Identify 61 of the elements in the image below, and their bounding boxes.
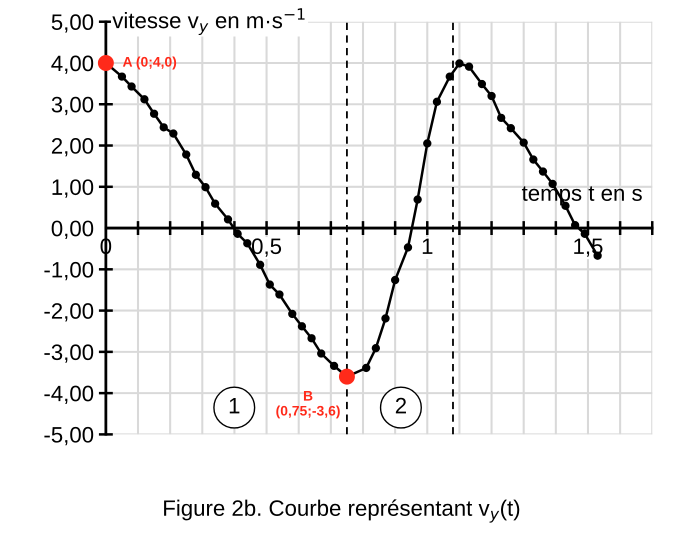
- y-tick-label: -1,00: [44, 262, 94, 280]
- point: [140, 95, 149, 104]
- point: [423, 139, 432, 148]
- point: [288, 310, 296, 318]
- y-tick-label: -3,00: [44, 344, 94, 363]
- y-tick-label: 1,00: [52, 179, 94, 198]
- x-tick-label: 0,5: [252, 238, 282, 257]
- y-tick-label: -4,00: [44, 386, 94, 404]
- x-tick-label: 1: [422, 238, 432, 254]
- point: [580, 230, 589, 238]
- point: [150, 110, 158, 118]
- point: [432, 98, 442, 106]
- point: [487, 92, 496, 100]
- point: [464, 62, 474, 71]
- y-tick-label: -5,00: [44, 426, 94, 446]
- point: [192, 170, 200, 179]
- point: [497, 114, 506, 122]
- y-tick-label: 3,00: [52, 96, 94, 116]
- annotation: B (0,75;-3,6): [276, 391, 340, 418]
- point: [338, 368, 355, 385]
- point: [160, 123, 168, 132]
- point: [538, 167, 548, 176]
- point: [243, 239, 252, 248]
- point: [182, 150, 190, 159]
- point: [298, 322, 306, 330]
- point: [520, 138, 528, 147]
- point: [390, 276, 400, 284]
- point: [224, 215, 232, 224]
- point: [372, 344, 380, 352]
- y-tick-label: 2,00: [52, 138, 94, 156]
- point: [233, 230, 242, 238]
- point: [210, 200, 220, 208]
- point: [529, 155, 538, 164]
- point: [362, 364, 370, 372]
- annotation: 2: [396, 398, 406, 414]
- point: [256, 260, 264, 269]
- y-tick-label: 5,00: [52, 14, 94, 33]
- point: [478, 80, 486, 88]
- annotation: 1: [230, 398, 240, 414]
- y-tick-label: 0,00: [52, 220, 94, 239]
- point: [317, 349, 326, 358]
- point: [330, 362, 338, 370]
- point: [307, 334, 316, 342]
- point: [506, 124, 516, 132]
- y-tick-label: -2,00: [44, 303, 94, 322]
- point: [98, 55, 114, 71]
- point: [266, 280, 274, 289]
- point: [455, 59, 464, 68]
- point: [201, 183, 210, 192]
- annotation: A (0;4,0): [122, 56, 176, 70]
- point: [404, 243, 412, 252]
- text: Figure 2b. Courbe représentant v$_{y}$(t): [164, 499, 520, 523]
- point: [275, 290, 284, 299]
- y-axis-title: vitesse v$_{y}$ en m·s$^{−1}$: [112, 8, 305, 36]
- point: [127, 82, 136, 91]
- point: [413, 195, 422, 204]
- y-tick-label: 4,00: [51, 56, 94, 74]
- point: [381, 314, 390, 323]
- point: [446, 72, 454, 81]
- point: [169, 129, 178, 138]
- point: [118, 72, 126, 81]
